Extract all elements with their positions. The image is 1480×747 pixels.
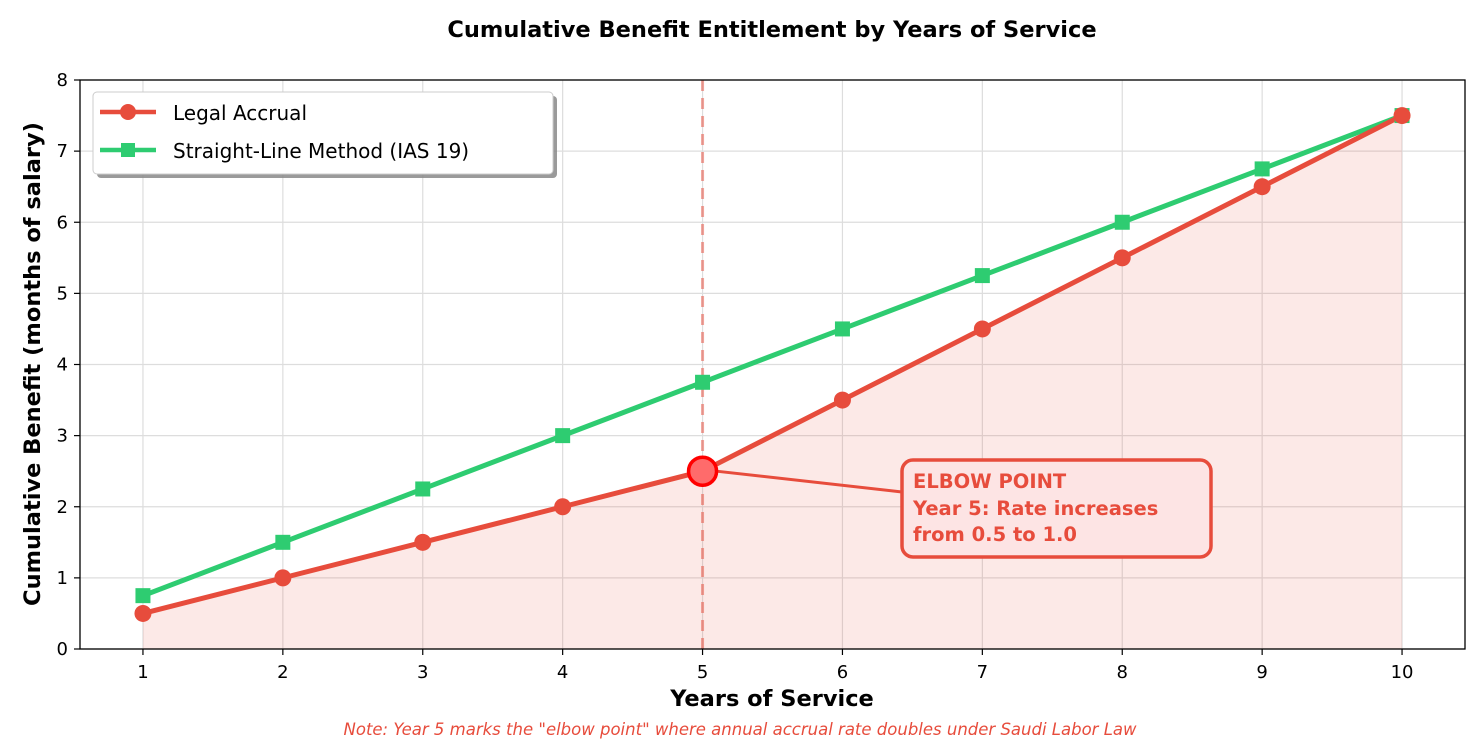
legal-accrual-point [274,569,292,587]
annotation-line-3: from 0.5 to 1.0 [913,523,1077,546]
elbow-point-marker [686,455,719,487]
x-tick-label: 9 [1256,662,1267,683]
legend-label-legal: Legal Accrual [173,101,307,125]
legend-marker-square [121,143,135,157]
straight-line-point [275,534,291,550]
legal-accrual-point [414,533,432,551]
y-tick-label: 7 [57,141,68,162]
footnote: Note: Year 5 marks the "elbow point" whe… [344,720,1137,739]
annotation-arrow [716,469,903,494]
annotation-box [900,458,1213,559]
straight-line-point [415,481,431,497]
y-tick-label: 1 [57,568,68,589]
x-tick-label: 7 [977,662,988,683]
legal-accrual-point [1393,107,1411,125]
legal-accrual-point [973,320,991,338]
x-tick-label: 5 [697,662,708,683]
straight-line-point [695,374,711,390]
series-lines [142,113,1404,616]
legend-box [92,91,554,175]
y-axis-label: Cumulative Benefit (months of salary) [20,122,46,606]
series-markers [134,107,1411,622]
y-tick-label: 0 [57,639,68,660]
x-tick-label: 4 [557,662,568,683]
x-tick-label: 3 [417,662,428,683]
straight-line-point [834,321,850,337]
x-axis-label: Years of Service [669,686,874,712]
straight-line-point [1114,214,1130,230]
legal-accrual-point [134,604,152,622]
y-tick-label: 5 [57,283,68,304]
legal-accrual-point [554,498,572,516]
x-tick-label: 2 [277,662,288,683]
y-tick-label: 3 [57,426,68,447]
x-tick-label: 8 [1117,662,1128,683]
straight-line-point [135,588,151,604]
straight-line-point [555,428,571,444]
y-tick-label: 2 [57,497,68,518]
legal-accrual-point [1113,249,1131,267]
y-tick-label: 4 [57,355,68,376]
legend: Legal Accrual Straight-Line Method (IAS … [92,91,557,178]
x-tick-label: 10 [1391,662,1414,683]
straight-line-point [1254,161,1270,177]
annotation-line-1: ELBOW POINT [913,470,1067,493]
legal-accrual-point [833,391,851,409]
x-tick-label: 1 [137,662,148,683]
ticks: 1 2 3 4 5 6 7 8 9 10 0 1 2 3 4 5 6 7 8 [57,70,1414,683]
elbow-annotation: ELBOW POINT Year 5: Rate increases from … [716,458,1213,559]
legend-label-straight: Straight-Line Method (IAS 19) [173,139,469,163]
x-tick-label: 6 [837,662,848,683]
annotation-line-2: Year 5: Rate increases [912,497,1158,520]
y-tick-label: 8 [57,70,68,91]
legal-accrual-line [142,113,1404,616]
straight-line-line [142,113,1403,598]
chart-title: Cumulative Benefit Entitlement by Years … [447,17,1096,43]
elbow-point-highlight [686,455,719,487]
y-tick-label: 6 [57,212,68,233]
straight-line-point [974,268,990,284]
legal-accrual-point [1253,178,1271,196]
legend-marker-circle [120,104,136,120]
